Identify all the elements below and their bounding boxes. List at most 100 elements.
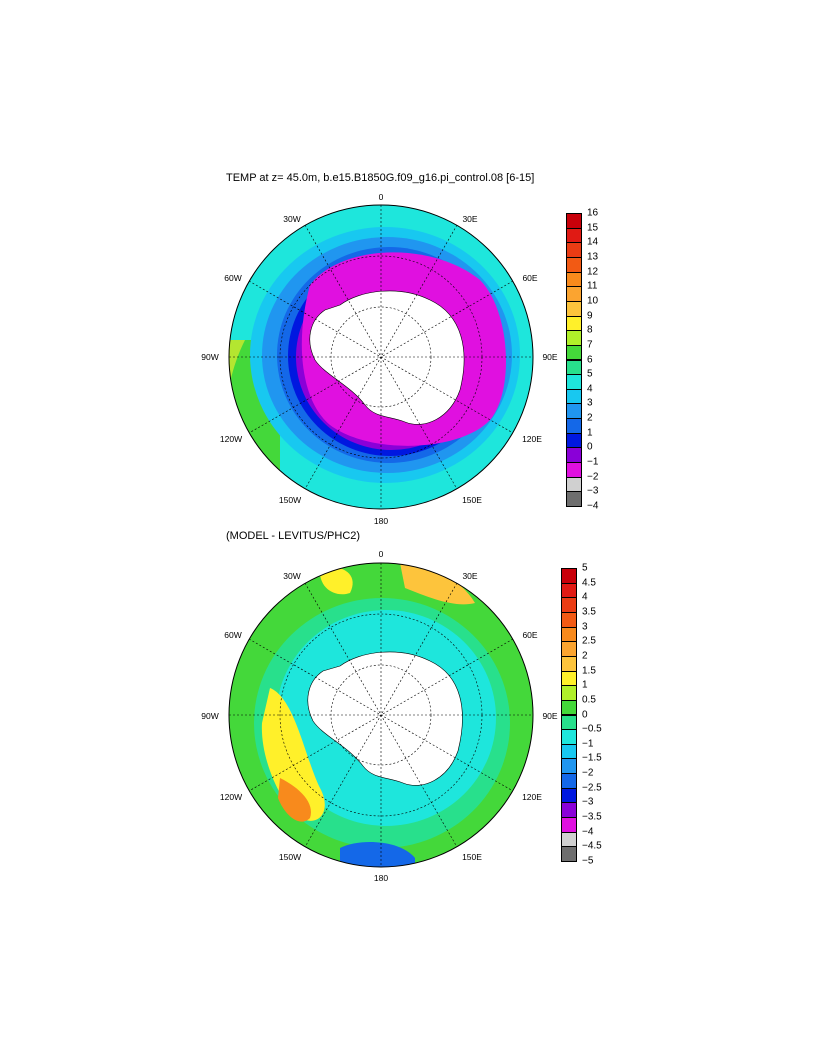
top-colorbar: 16 15 14 13 12 11 10 9 8 7 6 5 4 3 2 1 0 −1 −2 −3 −4 <box>566 208 616 512</box>
top-colorbar-tick-label: 13 <box>587 251 599 263</box>
top-colorbar-tick-label: −3 <box>587 485 599 497</box>
top-colorbar-cell <box>566 403 582 420</box>
bottom-colorbar-tick-label: −5 <box>582 855 594 867</box>
top-colorbar-tick-label: −2 <box>587 471 599 483</box>
top-colorbar-cell <box>566 286 582 302</box>
bottom-colorbar-cell <box>561 802 577 819</box>
top-panel-title: TEMP at z= 45.0m, b.e15.B1850G.f09_g16.p… <box>226 172 535 184</box>
bottom-colorbar-tick-label: −1 <box>582 738 594 750</box>
bottom-colorbar-tick-label: −0.5 <box>582 723 602 735</box>
top-lon-label-90e: 90E <box>542 352 558 362</box>
graticule <box>229 205 533 509</box>
bottom-lon-label-120w: 120W <box>219 792 243 802</box>
bottom-colorbar-cell <box>561 597 577 613</box>
top-lon-label-0: 0 <box>378 192 384 202</box>
top-lon-label-30w: 30W <box>283 214 301 224</box>
bottom-colorbar-tick-label: −2 <box>582 767 594 779</box>
top-colorbar-cell <box>566 462 582 478</box>
top-colorbar-cell <box>566 418 582 434</box>
bottom-lon-label-0: 0 <box>378 549 384 559</box>
top-colorbar-cell <box>566 315 582 332</box>
bottom-polar-map <box>228 562 534 868</box>
bottom-colorbar-cell <box>561 655 577 672</box>
top-colorbar-tick-label: 16 <box>587 207 599 219</box>
top-colorbar-tick-label: 6 <box>587 354 593 365</box>
top-lon-label-150e: 150E <box>462 495 482 505</box>
top-colorbar-cell <box>566 388 582 405</box>
bottom-lon-label-150w: 150W <box>278 852 302 862</box>
top-colorbar-cell <box>566 344 582 361</box>
bottom-colorbar-tick-label: 0 <box>582 709 588 720</box>
top-lon-label-120e: 120E <box>522 434 542 444</box>
bottom-colorbar-cell <box>561 758 577 775</box>
top-lon-label-30e: 30E <box>462 214 478 224</box>
top-colorbar-tick-label: 14 <box>587 236 599 248</box>
bottom-colorbar-tick-label: −3.5 <box>582 811 602 823</box>
bottom-colorbar-tick-label: 4.5 <box>582 577 596 589</box>
bottom-colorbar-cell <box>561 611 577 628</box>
top-colorbar-cell <box>566 271 582 288</box>
bottom-lon-label-30e: 30E <box>462 571 478 581</box>
bottom-lon-label-60w: 60W <box>224 630 242 640</box>
bottom-colorbar-cell <box>561 685 577 701</box>
warm-anomaly-pacific <box>261 688 325 821</box>
bottom-colorbar-tick-label: 1.5 <box>582 665 596 677</box>
bottom-colorbar-cell <box>561 846 577 862</box>
bottom-lon-label-120e: 120E <box>522 792 542 802</box>
bottom-colorbar-cell <box>561 714 577 731</box>
top-colorbar-tick-label: −1 <box>587 456 599 468</box>
bottom-colorbar-tick-label: 2 <box>582 650 588 662</box>
top-lon-label-60w: 60W <box>224 273 242 283</box>
bottom-colorbar-tick-label: 0.5 <box>582 694 596 706</box>
bottom-colorbar-tick-label: 3 <box>582 621 588 633</box>
bottom-colorbar-cell <box>561 773 577 789</box>
bottom-colorbar-cell <box>561 568 577 584</box>
top-colorbar-cell <box>566 242 582 258</box>
top-colorbar-cell <box>566 432 582 449</box>
top-colorbar-tick-label: 5 <box>587 368 593 380</box>
top-colorbar-tick-label: 9 <box>587 310 593 322</box>
top-colorbar-cell <box>566 330 582 346</box>
top-colorbar-tick-label: 11 <box>587 280 598 292</box>
bottom-lon-label-60e: 60E <box>522 630 538 640</box>
bottom-lon-label-30w: 30W <box>283 571 301 581</box>
bottom-colorbar-cell <box>561 626 577 643</box>
bottom-colorbar-tick-label: −4.5 <box>582 840 602 852</box>
bottom-colorbar: 5 4.5 4 3.5 3 2.5 2 1.5 1 0.5 0 −0.5 −1 −1.5 −2 −2.5 −3 −… <box>561 563 616 867</box>
top-colorbar-tick-label: −4 <box>587 500 599 512</box>
bottom-colorbar-tick-label: −4 <box>582 826 594 838</box>
bottom-panel-title: (MODEL - LEVITUS/PHC2) <box>226 530 361 542</box>
bottom-colorbar-tick-label: 5 <box>582 562 588 574</box>
antarctica-landmass <box>307 651 463 786</box>
bottom-colorbar-tick-label: 3.5 <box>582 606 596 618</box>
top-lon-label-90w: 90W <box>201 352 219 362</box>
top-colorbar-tick-label: 4 <box>587 383 593 395</box>
top-colorbar-cell <box>566 476 582 493</box>
top-colorbar-cell <box>566 227 582 244</box>
bottom-colorbar-tick-label: 4 <box>582 591 588 603</box>
bottom-lon-label-180: 180 <box>373 873 389 883</box>
top-colorbar-tick-label: 10 <box>587 295 599 307</box>
top-colorbar-tick-label: 1 <box>587 427 593 439</box>
bottom-colorbar-tick-label: 2.5 <box>582 635 596 647</box>
bottom-colorbar-tick-label: −1.5 <box>582 752 602 764</box>
top-lon-label-120w: 120W <box>219 434 243 444</box>
top-colorbar-cell <box>566 447 582 464</box>
top-colorbar-tick-label: 0 <box>587 441 593 453</box>
top-colorbar-tick-label: 3 <box>587 397 593 409</box>
top-lon-label-180: 180 <box>373 516 389 526</box>
bottom-colorbar-cell <box>561 729 577 745</box>
top-lon-label-150w: 150W <box>278 495 302 505</box>
bottom-lon-label-150e: 150E <box>462 852 482 862</box>
antarctica-landmass <box>309 290 465 425</box>
top-colorbar-cell <box>566 374 582 390</box>
bottom-colorbar-cell <box>561 582 577 599</box>
top-colorbar-cell <box>566 491 582 507</box>
top-lon-label-60e: 60E <box>522 273 538 283</box>
bottom-colorbar-cell <box>561 787 577 804</box>
top-colorbar-tick-label: 12 <box>587 266 599 278</box>
top-colorbar-cell <box>566 359 582 376</box>
bottom-colorbar-tick-label: 1 <box>582 679 588 691</box>
bottom-lon-label-90e: 90E <box>542 711 558 721</box>
bottom-colorbar-tick-label: −2.5 <box>582 782 602 794</box>
